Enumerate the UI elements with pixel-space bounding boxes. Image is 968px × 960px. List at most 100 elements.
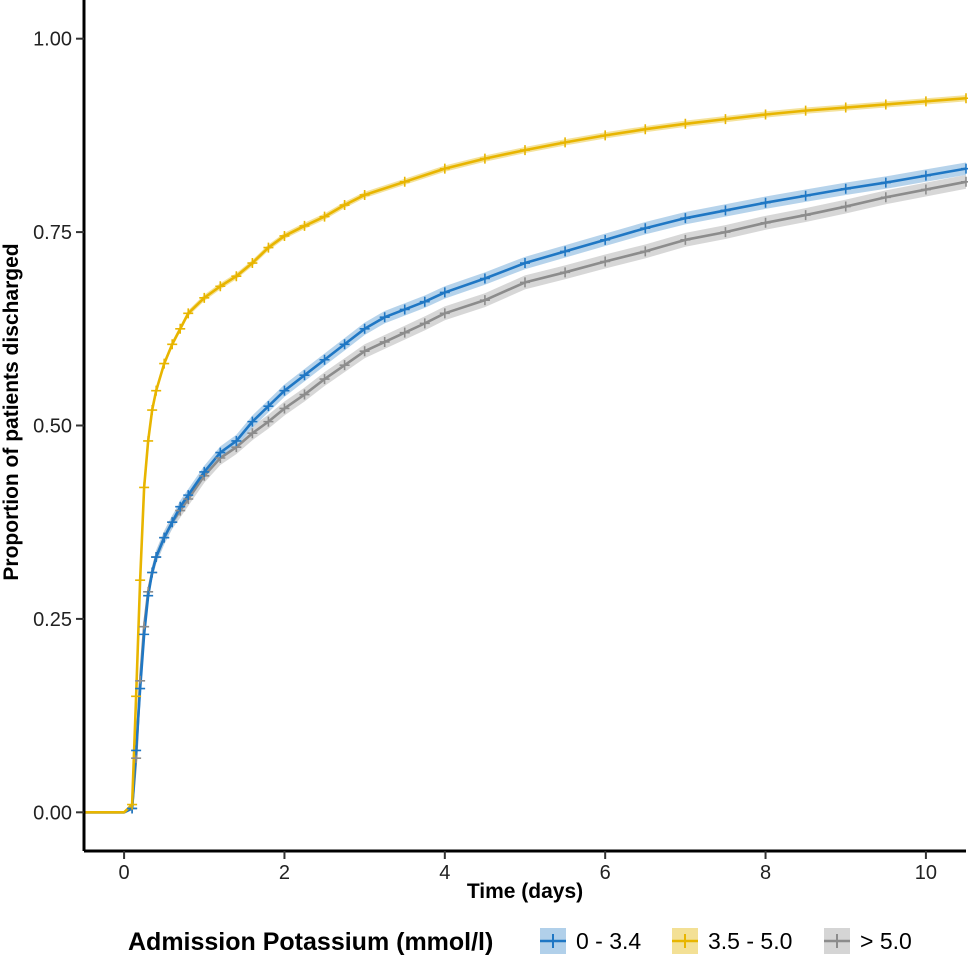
legend-label: > 5.0 [860,928,912,954]
series-lines [84,96,967,814]
series-0-censor-mark [159,532,170,543]
y-tick-label: 0.25 [33,609,72,631]
series-2-censor-mark [920,184,931,195]
series-1-censor-mark [215,281,226,292]
series-2-censor-mark [840,201,851,212]
series-1-censor-mark [680,118,691,129]
series-1-censor-mark [479,153,490,164]
series-0-censor-mark [920,170,931,181]
series-1-censor-mark [175,323,186,334]
series-2-censor-mark [479,295,490,306]
series-1-censor-mark [600,130,611,141]
series-1-censor-mark [231,271,242,282]
x-ticks: 0 2 4 6 8 10 [119,851,937,884]
x-tick-label: 6 [600,862,611,884]
series-0-censor-mark [520,258,530,269]
series-1-censor-mark [167,339,178,350]
series-2-censor-mark [339,360,350,371]
series-1-censor-mark [339,200,350,211]
series-0-censor-mark [299,370,310,381]
legend-title: Admission Potassium (mmol/l) [128,928,493,956]
x-tick-label: 4 [439,862,450,884]
series-1-censor-mark [961,93,968,104]
series-1-censor-mark [840,102,851,113]
series-1-censor-mark [183,308,194,319]
series-1-censor-mark [800,105,811,116]
x-tick-label: 2 [279,862,290,884]
series-0-censor-mark [279,385,290,396]
series-0-censor-mark [600,234,611,245]
series-0-censor-mark [359,323,370,334]
series-0-censor-mark [231,435,242,446]
legend-item-2: > 5.0 [824,928,912,954]
y-tick-label: 1.00 [33,29,72,51]
series-2-censor-mark [279,403,290,414]
series-2-censor-mark [379,336,390,347]
series-1-censor-mark [279,230,290,241]
series-2-censor-mark [640,246,651,257]
y-ticks: 0.00 0.25 0.50 0.75 1.00 [33,29,84,824]
series-0-censor-mark [399,304,410,315]
series-2-censor-mark [720,227,731,238]
series-2-confidence-band [84,174,966,813]
series-0-censor-mark [131,745,142,756]
series-1-censor-mark [399,176,410,187]
series-0-line [84,167,967,814]
series-2-censor-mark [961,176,968,187]
series-2-censor-mark [359,346,370,357]
axes [82,0,966,853]
series-1-censor-mark [199,292,210,303]
series-2-censor-mark [800,210,811,221]
series-1-censor-mark [720,114,731,125]
confidence-bands [84,95,966,813]
series-2-censor-mark [760,217,771,228]
series-2-censor-mark [880,192,891,203]
x-axis-title: Time (days) [467,880,583,903]
series-2-censor-mark [560,267,571,278]
series-1-censor-mark [319,211,330,222]
series-1-censor-mark [147,405,158,416]
series-0-censor-mark [479,273,490,284]
series-2-censor-mark [263,416,274,427]
series-1-censor-mark [880,99,891,110]
legend-label: 0 - 3.4 [576,928,641,954]
legend: Admission Potassium (mmol/l) 0 - 3.4 3.5 … [128,928,912,956]
series-0-censor-mark [800,190,811,201]
series-0-censor-mark [319,354,330,365]
y-tick-label: 0.00 [33,802,72,824]
y-tick-label: 0.50 [33,416,72,438]
series-1-censor-mark [151,385,162,396]
y-tick-label: 0.75 [33,222,72,244]
series-0-censor-mark [640,223,651,234]
series-0-censor-mark [199,466,210,477]
series-0-censor-mark [147,567,158,578]
series-2-censor-mark [399,327,410,338]
series-0-censor-mark [880,177,891,188]
series-0-censor-mark [840,183,851,194]
legend-label: 3.5 - 5.0 [708,928,792,954]
series-0-censor-mark [215,447,226,458]
series-0-censor-mark [135,683,146,694]
x-tick-label: 10 [915,862,937,884]
x-tick-label: 8 [760,862,771,884]
series-0-censor-mark [961,163,968,174]
series-1-censor-mark [920,96,931,107]
series-1-censor-mark [640,124,651,135]
series-1-censor-mark [359,189,370,200]
series-2-censor-mark [680,234,691,245]
series-2-censor-mark [520,277,530,288]
series-2-censor-mark [419,318,430,329]
series-1-censor-mark [263,242,274,253]
censor-marks [127,93,968,814]
series-0-censor-mark [263,401,274,412]
series-1-censor-mark [560,137,571,148]
legend-item-0: 0 - 3.4 [540,928,641,954]
series-1-censor-mark [143,435,154,446]
series-1-censor-mark [159,358,170,369]
series-0-censor-mark [560,246,571,257]
series-0-censor-mark [339,339,350,350]
series-0-censor-mark [760,197,771,208]
series-0-censor-mark [419,296,430,307]
series-1-censor-mark [760,109,771,120]
